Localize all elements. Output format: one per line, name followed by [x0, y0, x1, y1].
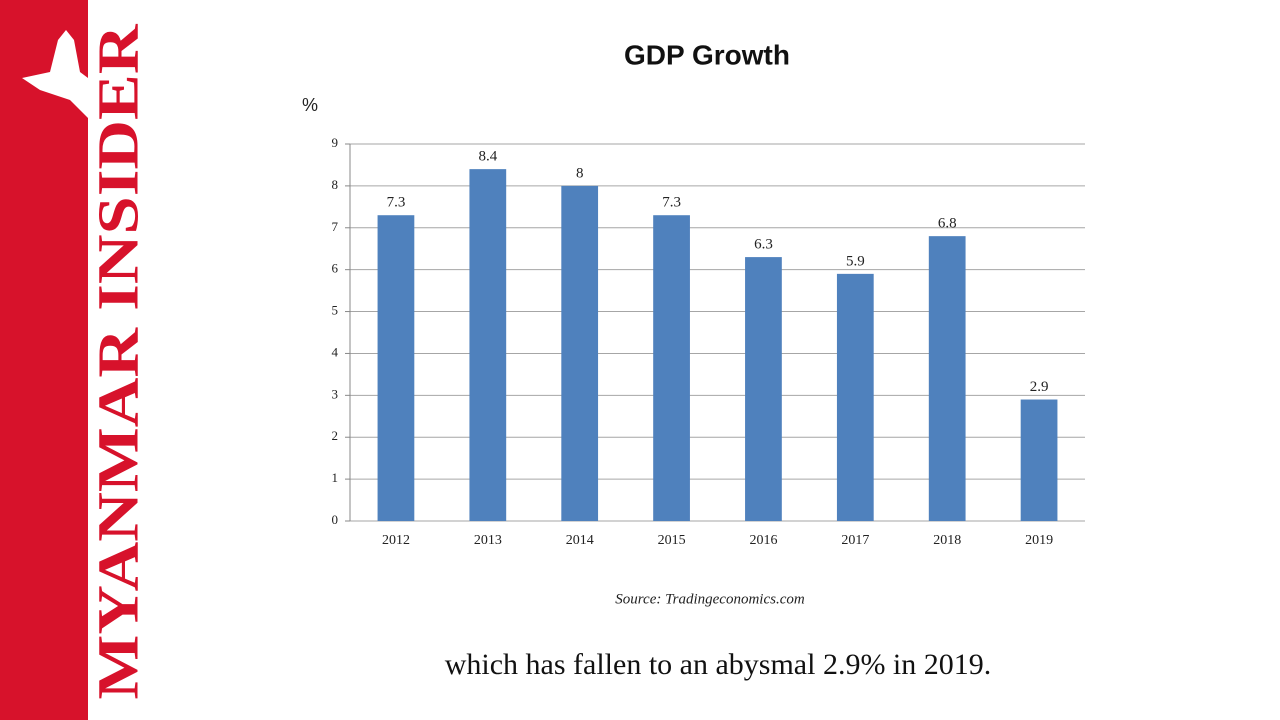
x-tick-label: 2016 — [749, 533, 777, 548]
data-label: 2.9 — [1030, 379, 1049, 395]
x-tick-label: 2019 — [1025, 533, 1053, 548]
bar — [928, 236, 966, 521]
pagoda-icon — [22, 30, 88, 118]
data-label: 8 — [576, 165, 584, 181]
chart-title: GDP Growth — [624, 39, 790, 70]
y-tick-label: 5 — [332, 303, 339, 318]
bar — [377, 215, 415, 521]
bar — [1020, 399, 1058, 521]
x-tick-label: 2017 — [841, 533, 869, 548]
y-tick-label: 9 — [332, 135, 339, 150]
caption: which has fallen to an abysmal 2.9% in 2… — [445, 648, 992, 681]
data-label: 8.4 — [478, 149, 497, 165]
x-tick-label: 2014 — [566, 533, 594, 548]
y-tick-label: 7 — [332, 219, 339, 234]
y-tick-label: 0 — [332, 512, 339, 527]
y-tick-label: 2 — [332, 428, 339, 443]
data-label: 6.8 — [938, 216, 957, 232]
x-tick-label: 2018 — [933, 533, 961, 548]
data-label: 5.9 — [846, 253, 865, 269]
y-axis-label: % — [302, 95, 318, 115]
bar — [745, 257, 782, 521]
bar — [653, 215, 690, 521]
x-tick-label: 2015 — [658, 533, 686, 548]
y-tick-label: 1 — [332, 470, 339, 485]
y-tick-label: 4 — [332, 344, 339, 359]
data-label: 6.3 — [754, 237, 773, 253]
bar — [469, 169, 507, 521]
y-tick-label: 6 — [332, 261, 339, 276]
source: Source: Tradingeconomics.com — [615, 591, 805, 607]
y-tick-label: 8 — [332, 177, 339, 192]
brand: MYANMAR INSIDER — [85, 23, 150, 699]
data-label: 7.3 — [662, 195, 681, 211]
data-label: 7.3 — [387, 195, 406, 211]
y-tick-label: 3 — [332, 386, 339, 401]
x-tick-label: 2013 — [474, 533, 502, 548]
x-tick-label: 2012 — [382, 533, 410, 548]
bar — [836, 273, 874, 521]
bar — [561, 185, 599, 521]
brand-strip — [0, 0, 88, 720]
